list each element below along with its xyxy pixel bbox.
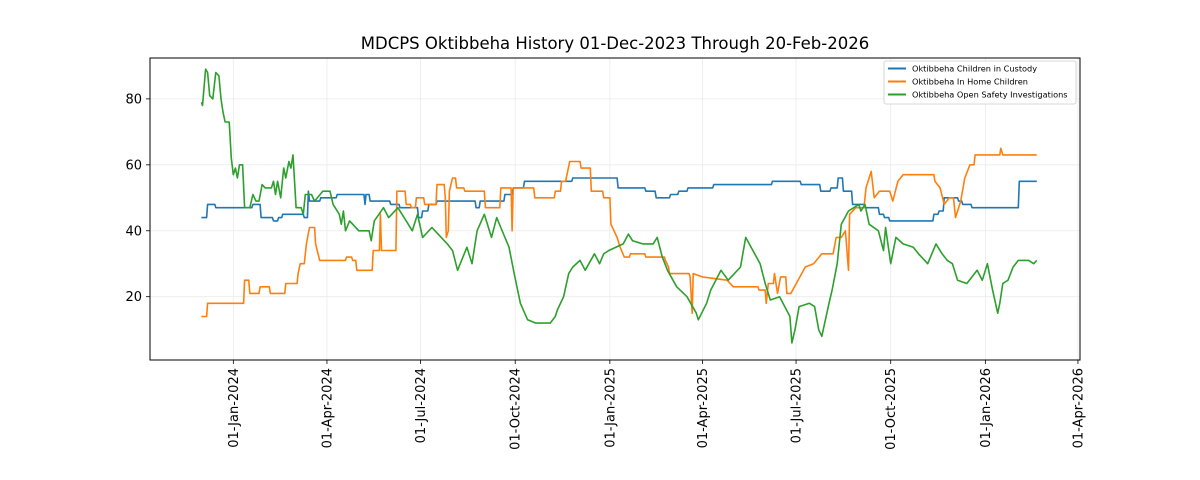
legend-label-investigations: Oktibbeha Open Safety Investigations [912,90,1068,100]
plot-frame [149,57,1081,361]
x-tick-label: 01-Jul-2025 [790,368,805,443]
chart-title: MDCPS Oktibbeha History 01-Dec-2023 Thro… [361,34,869,53]
x-tick-label: 01-Apr-2026 [1071,368,1086,448]
legend: Oktibbeha Children in Custody Oktibbeha … [883,60,1077,105]
x-tick-label: 01-Oct-2025 [884,368,899,450]
x-tick-label: 01-Apr-2024 [320,368,335,448]
x-tick-label: 01-Jan-2026 [979,368,994,448]
x-tick-label: 01-Apr-2025 [696,368,711,448]
y-tick-label: 80 [125,92,142,107]
series-line-in-home [201,147,1037,318]
series-line-custody [201,177,1037,222]
x-tick-label: 01-Jul-2024 [414,368,429,443]
x-tick-label: 01-Jan-2025 [603,368,618,448]
series-line-investigations [200,68,1038,344]
grid-lines [150,58,1080,360]
x-axis: 01-Jan-2024 01-Apr-2024 01-Jul-2024 01-Oct-… [227,360,1086,450]
y-tick-label: 20 [125,290,142,305]
x-tick-label: 01-Oct-2024 [509,368,524,450]
legend-label-in-home: Oktibbeha In Home Children [912,77,1028,87]
legend-label-custody: Oktibbeha Children in Custody [912,64,1037,74]
y-axis: 20 40 60 80 [125,92,150,305]
y-tick-label: 60 [125,158,142,173]
legend-box [883,60,1077,105]
series-lines [200,68,1038,344]
y-tick-label: 40 [125,224,142,239]
x-tick-label: 01-Jan-2024 [227,368,242,448]
